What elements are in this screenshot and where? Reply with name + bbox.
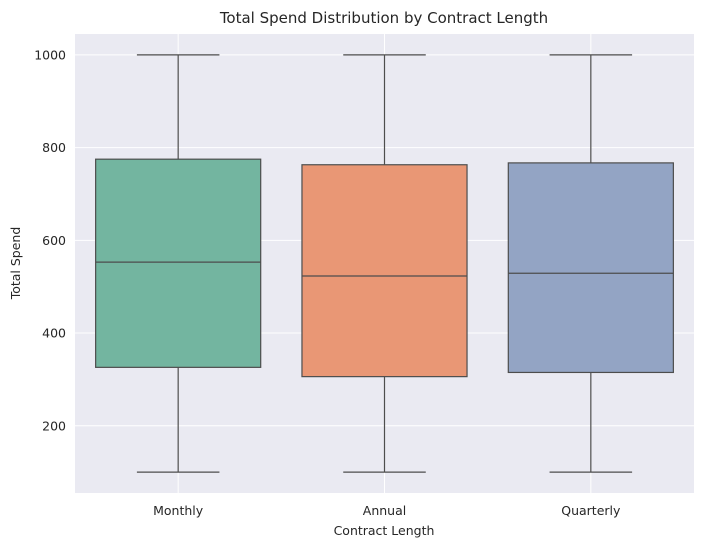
iqr-box-monthly [95, 158, 262, 368]
y-tick-label-800: 800 [42, 140, 66, 155]
y-axis-label: Total Spend [8, 227, 23, 301]
y-tick-label-200: 200 [42, 418, 66, 433]
box-quarterly [507, 54, 674, 473]
x-tick-label-monthly: Monthly [153, 503, 204, 518]
y-tick-label-400: 400 [42, 326, 66, 341]
x-axis-label: Contract Length [334, 523, 435, 538]
y-tick-label-1000: 1000 [34, 47, 66, 62]
iqr-box-annual [301, 164, 468, 378]
x-tick-label-quarterly: Quarterly [561, 503, 621, 518]
box-annual [301, 54, 468, 473]
chart-title: Total Spend Distribution by Contract Len… [219, 9, 548, 27]
boxes-layer [95, 54, 674, 473]
box-monthly [95, 54, 262, 473]
x-tick-label-annual: Annual [363, 503, 406, 518]
y-tick-label-600: 600 [42, 233, 66, 248]
y-tick-labels: 200 400 600 800 1000 [34, 47, 66, 433]
iqr-box-quarterly [507, 162, 674, 374]
x-tick-labels: Monthly Annual Quarterly [153, 503, 621, 518]
